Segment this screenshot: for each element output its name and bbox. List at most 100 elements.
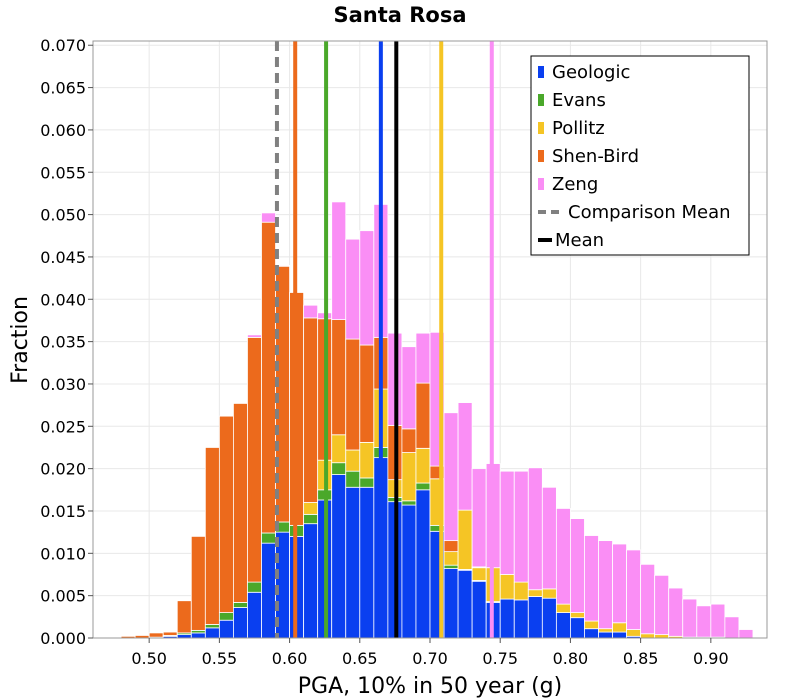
legend-swatch-pollitz [538, 122, 544, 134]
bar-zeng-18 [359, 230, 375, 346]
bar-zeng-29 [513, 470, 529, 583]
bar-zeng-39 [654, 574, 670, 636]
legend-label-evans: Evans [552, 90, 606, 111]
y-tick-label-3: 0.015 [40, 502, 86, 521]
bar-pollitz-39 [654, 634, 670, 639]
bar-geologic-28 [499, 598, 515, 639]
bar-shen-bird-3 [148, 632, 164, 638]
bar-evans-10 [247, 581, 262, 593]
bar-pollitz-35 [598, 628, 613, 633]
y-tick-label-8: 0.040 [40, 290, 86, 309]
bar-geologic-26 [471, 580, 487, 639]
chart-title: Santa Rosa [333, 3, 466, 27]
bar-zeng-16 [331, 201, 347, 320]
bar-geologic-35 [598, 631, 613, 639]
bar-pollitz-24 [443, 551, 459, 566]
bar-zeng-10 [247, 334, 262, 338]
bar-pollitz-18 [359, 441, 375, 479]
legend-label-geologic: Geologic [552, 62, 630, 83]
bar-evans-18 [359, 477, 375, 488]
bar-zeng-43 [710, 603, 726, 638]
y-tick-label-5: 0.025 [40, 417, 86, 436]
bar-evans-9 [233, 602, 248, 608]
bar-geologic-21 [401, 504, 417, 639]
y-tick-label-13: 0.065 [40, 79, 86, 98]
bar-evans-21 [401, 500, 417, 506]
bar-zeng-26 [471, 468, 487, 568]
bar-zeng-14 [303, 304, 319, 319]
bar-evans-17 [345, 470, 361, 488]
bar-shen-bird-11 [261, 221, 276, 534]
legend-label-shen-bird: Shen-Bird [552, 146, 639, 167]
bar-geologic-24 [443, 568, 459, 639]
bar-pollitz-17 [345, 449, 361, 472]
bar-zeng-31 [541, 486, 557, 590]
bar-geologic-14 [303, 523, 319, 639]
legend-box [530, 55, 750, 256]
bar-geologic-8 [218, 619, 234, 639]
bar-geologic-16 [331, 474, 347, 639]
bar-geologic-6 [190, 632, 206, 639]
bar-pollitz-32 [555, 603, 571, 613]
x-axis-ticks: 0.50 0.55 0.60 0.65 0.70 0.75 0.80 0.85 0.90 [131, 638, 729, 668]
y-axis-label: Fraction [8, 296, 33, 384]
bar-shen-bird-9 [233, 403, 248, 603]
bar-shen-bird-18 [359, 344, 375, 443]
x-tick-label-0: 0.50 [131, 649, 167, 668]
x-tick-label-4: 0.70 [412, 649, 448, 668]
y-tick-label-9: 0.045 [40, 248, 86, 267]
legend-swatch-evans [538, 94, 544, 106]
bar-shen-bird-22 [415, 382, 431, 449]
bar-pollitz-28 [499, 574, 515, 600]
bar-zeng-28 [499, 470, 515, 575]
bar-zeng-24 [443, 412, 459, 542]
bar-evans-7 [204, 624, 220, 629]
bar-zeng-22 [415, 332, 431, 384]
bar-pollitz-25 [457, 509, 473, 570]
bar-shen-bird-8 [218, 415, 234, 613]
bar-zeng-42 [696, 605, 712, 638]
y-tick-label-14: 0.070 [40, 36, 86, 55]
bar-geologic-18 [359, 486, 375, 639]
bar-shen-bird-16 [331, 319, 347, 436]
bar-shen-bird-4 [162, 631, 178, 636]
bar-geologic-36 [612, 631, 627, 639]
bar-shen-bird-21 [401, 428, 417, 453]
bar-shen-bird-14 [303, 317, 319, 503]
bar-evans-8 [218, 612, 234, 621]
bar-pollitz-16 [331, 434, 347, 464]
bar-evans-14 [303, 513, 319, 525]
bar-geologic-32 [555, 612, 571, 639]
bar-zeng-35 [598, 540, 613, 630]
vertical-lines [274, 41, 494, 638]
bar-zeng-41 [682, 598, 698, 638]
y-tick-label-10: 0.050 [40, 206, 86, 225]
bar-shen-bird-7 [204, 447, 220, 625]
y-tick-label-12: 0.060 [40, 121, 86, 140]
bar-pollitz-30 [527, 589, 543, 597]
x-tick-label-5: 0.75 [482, 649, 518, 668]
bar-geologic-5 [176, 634, 192, 639]
bar-geologic-17 [345, 486, 361, 639]
bar-evans-16 [331, 462, 347, 475]
bar-zeng-45 [738, 629, 754, 639]
bar-shen-bird-10 [247, 336, 262, 583]
x-tick-label-8: 0.90 [693, 649, 729, 668]
legend-label-zeng: Zeng [552, 174, 598, 195]
bar-pollitz-29 [513, 581, 529, 601]
bar-pollitz-21 [401, 452, 417, 502]
legend-label-mean: Mean [555, 230, 604, 251]
bar-geologic-10 [247, 591, 262, 639]
legend-label-pollitz: Pollitz [552, 118, 605, 139]
bar-geologic-30 [527, 596, 543, 639]
bar-pollitz-31 [541, 588, 557, 599]
bar-zeng-25 [457, 402, 473, 511]
legend-swatch-zeng [538, 178, 544, 190]
x-tick-label-6: 0.80 [553, 649, 589, 668]
legend-label-comparison-mean: Comparison Mean [568, 202, 731, 223]
y-tick-label-0: 0.000 [40, 629, 86, 648]
y-tick-label-4: 0.020 [40, 460, 86, 479]
bar-pollitz-33 [570, 612, 585, 619]
bar-zeng-44 [724, 616, 740, 639]
bar-zeng-37 [626, 549, 642, 630]
